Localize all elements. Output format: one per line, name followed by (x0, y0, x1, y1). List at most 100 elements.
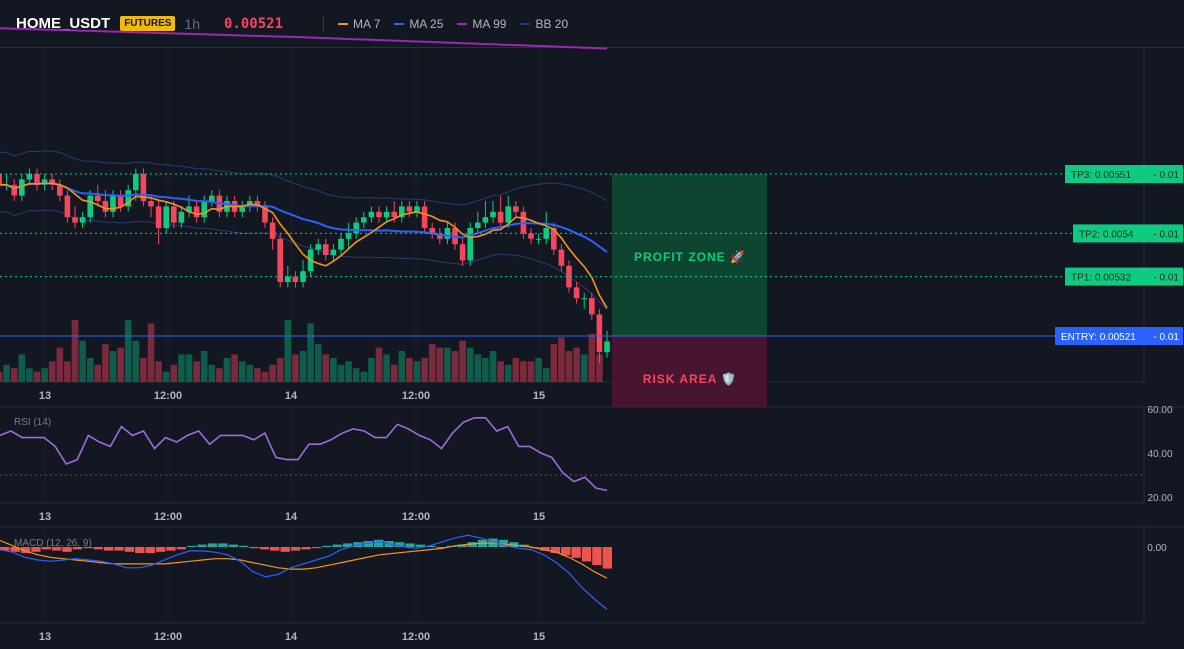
candle-body (383, 211, 390, 218)
macd-histogram-bar (540, 547, 550, 551)
macd-histogram-bar (322, 545, 332, 547)
legend-label: BB 20 (535, 16, 569, 31)
level-suffix: - 0.01 (1153, 332, 1179, 343)
volume-bar (368, 357, 375, 382)
volume-bar (223, 357, 231, 382)
volume-bar (33, 371, 41, 382)
volume-bar (117, 347, 124, 382)
x-tick-label: 13 (39, 631, 51, 643)
candle-body (566, 265, 572, 288)
macd-histogram-bar (342, 543, 353, 547)
timeframe-label[interactable]: 1h (184, 15, 200, 32)
volume-bar (352, 368, 360, 382)
candle-body (406, 206, 413, 212)
volume-bar (284, 320, 292, 382)
volume-bar (565, 351, 573, 382)
rsi-label: RSI (14) (14, 417, 51, 428)
bb-lower-line (0, 209, 608, 310)
candle-body (19, 179, 25, 196)
volume-bar (307, 323, 314, 382)
volume-bar (140, 357, 147, 382)
candle-body (49, 179, 55, 185)
profit-zone (612, 174, 767, 336)
legend-item-ma-7[interactable]: MA 7 (338, 17, 380, 31)
macd-histogram-bar (332, 544, 342, 547)
x-tick-label: 12:00 (154, 511, 182, 523)
legend-item-ma-25[interactable]: MA 25 (394, 17, 443, 31)
candle-body (72, 217, 78, 223)
volume-bar (436, 347, 444, 382)
ma7-line (0, 182, 608, 309)
macd-histogram-bar (218, 543, 228, 547)
macd-histogram-bar (103, 547, 114, 551)
candle-body (178, 211, 185, 223)
legend-swatch (520, 22, 531, 25)
macd-histogram-bar (270, 547, 280, 551)
candle-body (171, 206, 177, 223)
candle-body (528, 233, 534, 239)
macd-histogram-bar (72, 547, 83, 550)
volume-bar (155, 361, 162, 382)
bb-upper-line (0, 150, 608, 206)
legend-swatch (457, 22, 468, 25)
candle-body (201, 201, 207, 218)
volume-bar (421, 357, 428, 382)
candle-body (300, 271, 306, 282)
legend-item-ma-99[interactable]: MA 99 (457, 17, 506, 31)
indicator-legend: MA 7 MA 25 MA 99 BB 20 (324, 17, 568, 31)
candle-body (330, 249, 337, 255)
candle-body (505, 206, 511, 223)
level-tag (1065, 165, 1183, 183)
candle-body (110, 195, 116, 212)
volume-bar (56, 347, 64, 382)
level-suffix: - 0.01 (1153, 273, 1179, 284)
candle-body (376, 211, 382, 218)
volume-bar (3, 364, 10, 382)
volume-bar (322, 354, 330, 382)
macd-histogram-bar (509, 542, 519, 547)
candle-body (285, 276, 291, 282)
candle-body (34, 174, 40, 185)
level-tag (1065, 267, 1183, 286)
volume-bar (520, 361, 527, 382)
volume-bar (261, 371, 269, 382)
candle-body (193, 206, 200, 218)
macd-histogram-bar (187, 545, 197, 547)
macd-histogram-bar (457, 544, 467, 547)
legend-item-bb-20[interactable]: BB 20 (520, 17, 568, 31)
volume-bar (200, 351, 208, 382)
macd-histogram-bar (20, 547, 31, 553)
candle-body (277, 238, 283, 282)
candle-body (133, 174, 139, 191)
macd-histogram-bar (83, 547, 93, 549)
candle-body (155, 206, 162, 228)
symbol-name[interactable]: HOME_USDT (16, 15, 111, 32)
candle-body (459, 244, 466, 261)
volume-bar (276, 357, 284, 382)
volume-bar (383, 354, 390, 382)
candle-body (292, 276, 299, 282)
x-tick-label: 12:00 (402, 511, 430, 523)
x-tick-label: 12:00 (402, 390, 430, 402)
macd-histogram-bar (467, 542, 477, 547)
candle-body (490, 211, 496, 218)
macd-histogram-bar (405, 543, 415, 547)
level-tag (1073, 224, 1183, 243)
candle-body (429, 228, 435, 234)
candle-body (513, 206, 519, 212)
volume-bar (558, 337, 565, 382)
macd-histogram-bar (0, 547, 10, 551)
candle-body (414, 206, 420, 212)
macd-histogram-bar (155, 547, 166, 552)
volume-bar (124, 320, 132, 382)
volume-bar (573, 347, 580, 382)
candle-body (421, 206, 428, 228)
legend-label: MA 99 (472, 16, 507, 31)
volume-bar (26, 368, 33, 382)
last-price: 0.00521 (224, 15, 284, 32)
volume-bar (86, 357, 94, 382)
candle-body (551, 228, 557, 250)
volume-bar (64, 361, 71, 382)
level-label: ENTRY: 0.00521 (1061, 332, 1136, 343)
